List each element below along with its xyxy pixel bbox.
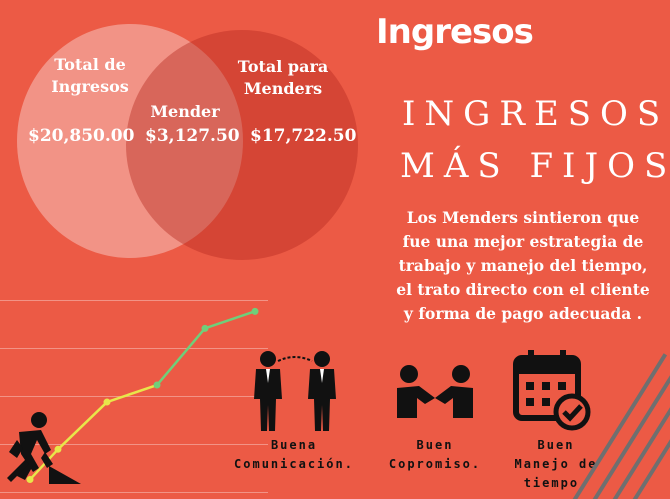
grid-line xyxy=(0,300,268,301)
venn-circle-menders xyxy=(126,30,358,260)
venn-right-amount: $17,722.50 xyxy=(250,126,357,146)
venn-middle-amount: $3,127.50 xyxy=(145,126,240,146)
venn-left-amount: $20,850.00 xyxy=(28,126,135,146)
trend-segment xyxy=(57,401,108,451)
feature-caption-line: Copromiso. xyxy=(388,457,482,471)
venn-right-label-line2: Menders xyxy=(243,79,323,98)
grid-line xyxy=(0,396,268,397)
feature-caption-time: Buen Manejo de tiempo. xyxy=(500,436,612,493)
trend-point xyxy=(201,324,209,332)
feature-caption-line: Buen xyxy=(416,438,454,452)
feature-caption-line: Buena xyxy=(270,438,318,452)
construction-worker-icon xyxy=(7,412,81,484)
trend-point xyxy=(103,398,111,406)
trend-chart xyxy=(0,300,270,499)
feature-caption-line: tiempo. xyxy=(523,476,589,490)
venn-left-label-line1: Total de xyxy=(54,55,126,74)
feature-caption-line: Buen xyxy=(537,438,575,452)
grid-line xyxy=(0,348,268,349)
venn-left-label-line2: Ingresos xyxy=(51,77,129,96)
page-title: Ingresos xyxy=(376,12,534,52)
paragraph-line: el trato directo con el cliente xyxy=(396,280,650,299)
business-people-talking-icon xyxy=(254,351,336,431)
trend-segment xyxy=(156,327,206,386)
feature-caption-communication: Buena Comunicación. xyxy=(220,436,368,474)
feature-caption-line: Comunicación. xyxy=(234,457,354,471)
feature-caption-commitment: Buen Copromiso. xyxy=(378,436,492,474)
headline-line2: MÁS FIJOS xyxy=(400,146,670,186)
headline-line1: INGRESOS xyxy=(402,94,670,134)
venn-middle-label: Mender xyxy=(150,102,220,121)
trend-line-svg xyxy=(26,307,259,484)
trend-segment xyxy=(29,448,59,481)
venn-left-label: Total de Ingresos xyxy=(40,54,140,98)
stripe xyxy=(568,353,668,499)
decorative-stripes xyxy=(560,290,670,499)
venn-right-label: Total para Menders xyxy=(228,56,338,100)
trend-point xyxy=(153,381,161,389)
description-paragraph: Los Menders sintieron que fue una mejor … xyxy=(388,206,658,326)
trend-point xyxy=(251,307,259,315)
paragraph-line: Los Menders sintieron que xyxy=(406,208,640,227)
venn-right-label-line1: Total para xyxy=(237,57,329,76)
trend-segment xyxy=(106,383,158,404)
feature-caption-line: Manejo de xyxy=(514,457,598,471)
venn-circle-total xyxy=(17,24,243,258)
grid-line xyxy=(0,444,268,445)
grid-line xyxy=(0,492,268,493)
trend-segment xyxy=(204,310,256,330)
paragraph-line: trabajo y manejo del tiempo, xyxy=(398,256,648,275)
paragraph-line: fue una mejor estrategia de xyxy=(402,232,644,251)
calendar-check-icon xyxy=(513,350,591,431)
trend-point xyxy=(54,445,62,453)
trend-point xyxy=(26,476,34,484)
handshake-icon xyxy=(397,365,473,418)
paragraph-line: y forma de pago adecuada . xyxy=(403,304,643,323)
